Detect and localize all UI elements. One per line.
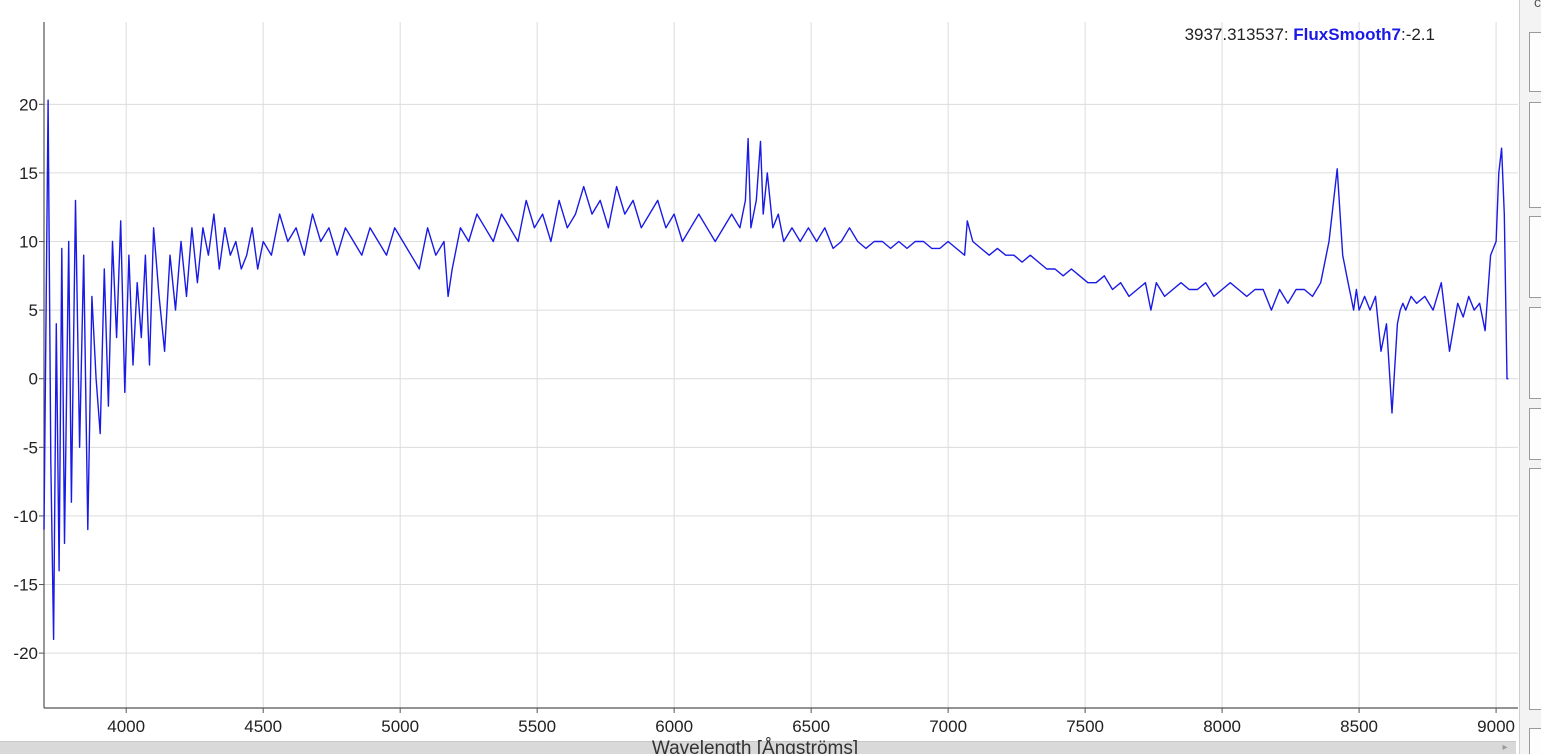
axes xyxy=(39,22,1518,713)
x-tick-label: 4000 xyxy=(107,717,145,736)
readout-wavelength: 3937.313537 xyxy=(1184,25,1284,44)
series-layer xyxy=(43,99,1509,641)
readout-separator: : xyxy=(1283,25,1294,44)
x-tick-label: 9000 xyxy=(1477,717,1515,736)
x-tick-label: 7500 xyxy=(1066,717,1104,736)
x-tick-label: 8500 xyxy=(1340,717,1378,736)
y-tick-label: -15 xyxy=(13,576,38,595)
grid xyxy=(44,22,1518,708)
right-side-panel: c xyxy=(1519,0,1541,754)
readout-series-name: FluxSmooth7 xyxy=(1293,25,1401,44)
y-tick-label: -20 xyxy=(13,644,38,663)
panel-control-5[interactable] xyxy=(1529,408,1541,460)
plot-area[interactable]: 4000 4500 5000 5500 6000 6500 7000 7500 8000 8500… xyxy=(0,0,1519,741)
x-tick-label: 8000 xyxy=(1203,717,1241,736)
y-tick-label: -5 xyxy=(23,438,38,457)
y-tick-label: 20 xyxy=(19,95,38,114)
cursor-readout: 3937.313537: FluxSmooth7:-2.1 xyxy=(1185,25,1435,45)
x-tick-label: 5000 xyxy=(381,717,419,736)
y-tick-label: 10 xyxy=(19,233,38,252)
y-tick-label: 0 xyxy=(29,370,38,389)
x-tick-label: 4500 xyxy=(244,717,282,736)
y-tick-label: -10 xyxy=(13,507,38,526)
panel-edge-glyph-icon: c xyxy=(1534,0,1541,10)
y-tick-label: 5 xyxy=(29,301,38,320)
panel-control-3[interactable] xyxy=(1529,216,1541,298)
x-tick-label: 6000 xyxy=(655,717,693,736)
y-tick-label: 15 xyxy=(19,164,38,183)
x-tick-label: 6500 xyxy=(792,717,830,736)
panel-control-4[interactable] xyxy=(1529,307,1541,399)
panel-control-6[interactable] xyxy=(1529,468,1541,710)
series-line-FluxSmooth7 xyxy=(43,99,1509,641)
x-axis-title: Wavelength [Ångströms] xyxy=(651,738,859,754)
panel-control-1[interactable] xyxy=(1529,32,1541,92)
readout-value: :-2.1 xyxy=(1400,25,1435,44)
tick-labels: 4000 4500 5000 5500 6000 6500 7000 7500 8000 8500… xyxy=(13,95,1515,736)
panel-control-2[interactable] xyxy=(1529,102,1541,208)
scroll-right-arrow-icon[interactable]: ▸ xyxy=(1502,742,1508,753)
x-tick-label: 5500 xyxy=(518,717,556,736)
horizontal-scrollbar[interactable] xyxy=(0,741,1516,754)
panel-control-7[interactable] xyxy=(1529,728,1541,754)
x-tick-label: 7000 xyxy=(929,717,967,736)
